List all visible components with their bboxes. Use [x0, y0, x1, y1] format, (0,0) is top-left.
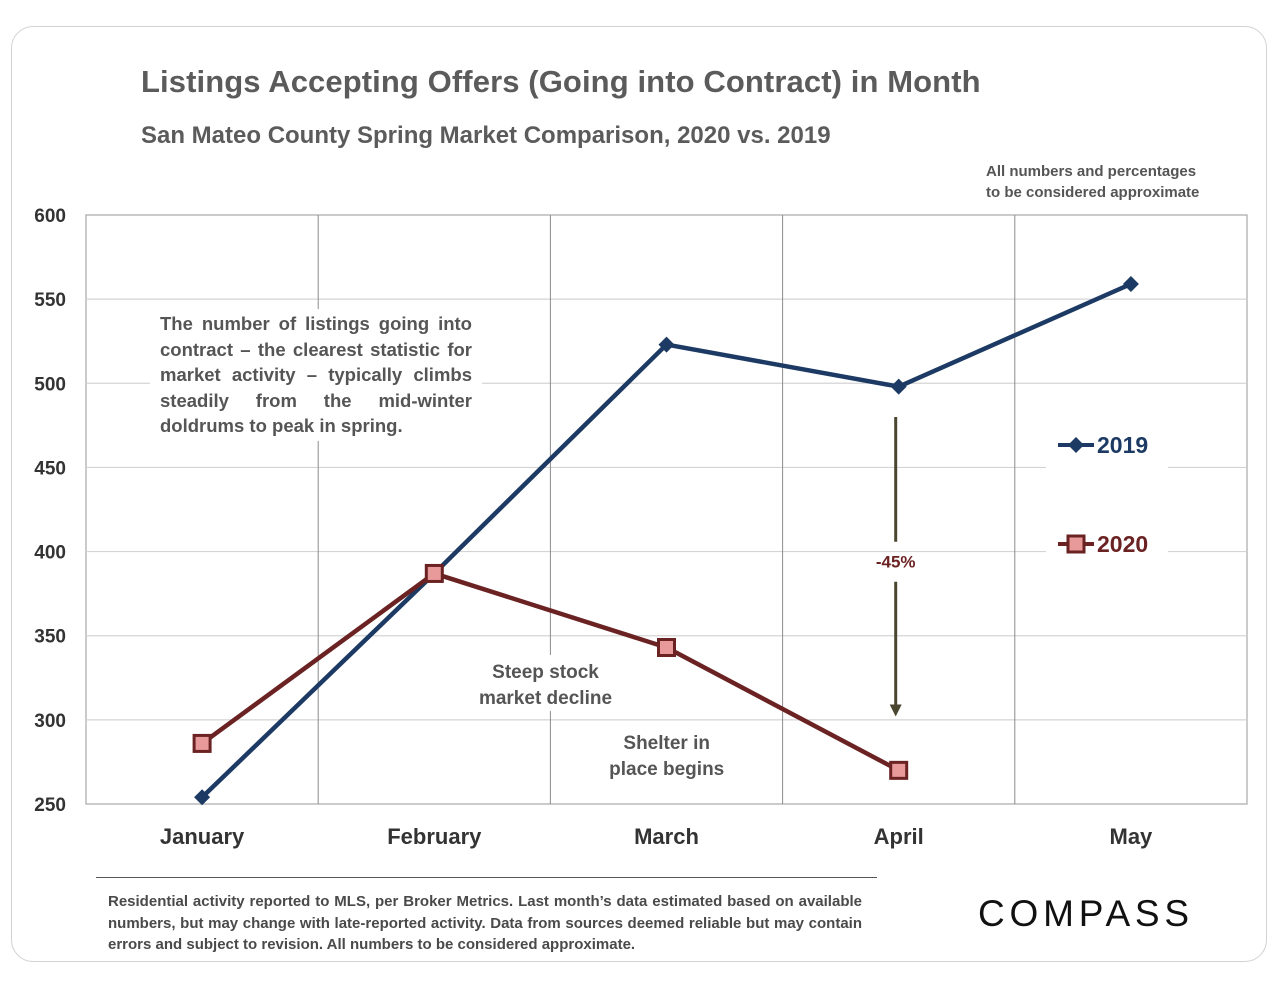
marker-2019-march: [658, 336, 675, 353]
stock-annotation-bg: [469, 655, 622, 711]
shelter-in-place-annotation-line-1: Shelter in: [623, 733, 710, 754]
chart-subtitle: San Mateo County Spring Market Compariso…: [141, 122, 831, 149]
plot-area: [85, 214, 1248, 805]
footer-divider: [96, 877, 877, 878]
footer-disclaimer: Residential activity reported to MLS, pe…: [108, 893, 862, 953]
y-tick-label: 500: [34, 374, 66, 395]
series-line-2020: [200, 571, 900, 773]
x-tick-label: April: [874, 824, 924, 849]
y-tick-label: 600: [34, 206, 66, 227]
y-tick-label: 350: [34, 627, 66, 648]
y-tick-label: 300: [34, 711, 66, 732]
percent-change-label: -45%: [876, 553, 916, 572]
marker-2020-february: [424, 563, 444, 583]
approximation-note-line-2: to be considered approximate: [986, 184, 1200, 201]
legend-label-2020: 2020: [1097, 531, 1148, 557]
drop-arrow-head: [889, 704, 902, 717]
chart-title: Listings Accepting Offers (Going into Co…: [141, 64, 981, 99]
legend-label-2019: 2019: [1097, 432, 1148, 458]
x-tick-label: March: [634, 824, 699, 849]
approximation-note-line-1: All numbers and percentages: [986, 163, 1197, 180]
stock-decline-annotation-line-1: Steep stock: [492, 662, 599, 683]
approximation-note: All numbers and percentages to be consid…: [986, 161, 1226, 203]
marker-2020-january: [192, 733, 212, 753]
y-tick-label: 400: [34, 543, 66, 564]
shelter-annotation-bg: [602, 727, 731, 783]
y-tick-label: 550: [34, 290, 66, 311]
shelter-in-place-annotation-line-2: place begins: [609, 759, 724, 780]
marker-2020-march: [657, 637, 676, 657]
x-tick-label: May: [1110, 824, 1154, 849]
marker-2019-may: [1122, 275, 1139, 292]
marker-2020-april: [889, 760, 909, 780]
legend-marker-2020: [1066, 534, 1086, 554]
x-tick-label: January: [160, 824, 245, 849]
stock-decline-annotation-line-2: market decline: [479, 688, 612, 709]
x-tick-label: February: [387, 824, 482, 849]
y-tick-label: 250: [34, 795, 66, 816]
marker-2019-january: [194, 789, 211, 806]
chart-description-annotation: The number of listings going into contra…: [150, 309, 482, 441]
y-tick-label: 450: [34, 458, 66, 479]
legend-marker-2019: [1068, 437, 1084, 453]
marker-2019-april: [890, 378, 907, 395]
compass-logo: COMPASS: [978, 893, 1194, 934]
